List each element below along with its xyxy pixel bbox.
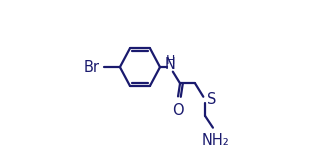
Text: O: O xyxy=(172,103,183,118)
Text: Br: Br xyxy=(84,60,100,75)
Text: NH₂: NH₂ xyxy=(201,134,229,148)
Text: N: N xyxy=(165,57,175,72)
Text: S: S xyxy=(207,92,216,107)
Text: H: H xyxy=(165,54,175,67)
